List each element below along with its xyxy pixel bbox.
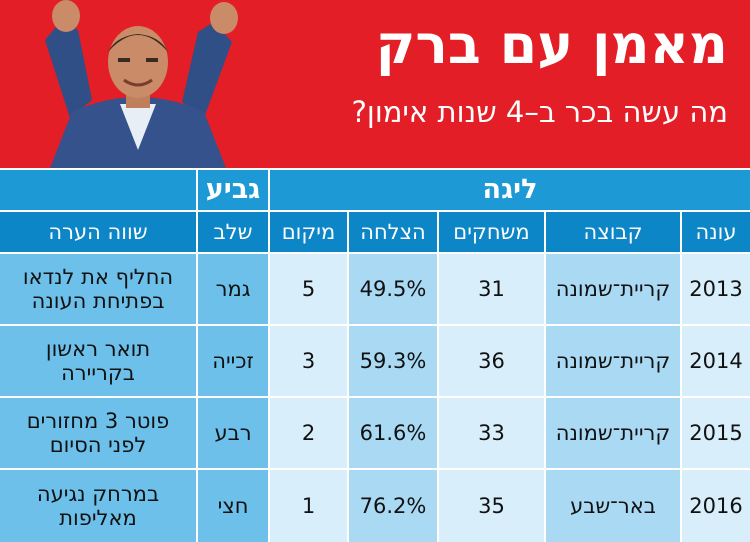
note-line: בקריירה: [61, 361, 135, 385]
note-line: מאליפות: [59, 506, 137, 530]
note-line: פוטר 3 מחזורים: [26, 408, 170, 433]
cell-season: 2016: [682, 470, 750, 542]
cell-season: 2014: [682, 326, 750, 396]
group-cup: גביע: [198, 170, 268, 210]
cell-success: 76.2%: [349, 470, 437, 542]
cell-position: 1: [270, 470, 347, 542]
col-stage: שלב: [198, 212, 268, 252]
cell-games: 35: [439, 470, 544, 542]
cell-team: באר־שבע: [546, 470, 680, 542]
col-position: מיקום: [270, 212, 347, 252]
note-line: בפתיחת העונה: [31, 289, 165, 313]
cell-position: 2: [270, 398, 347, 468]
table-row-note: תואר ראשון בקריירה: [0, 326, 196, 396]
cell-team: קריית־שמונה: [546, 254, 680, 324]
cell-games: 33: [439, 398, 544, 468]
cell-stage: חצי: [198, 470, 268, 542]
cell-games: 31: [439, 254, 544, 324]
coach-photo: [0, 0, 262, 168]
col-season: עונה: [682, 212, 750, 252]
header-banner: מאמן עם ברק מה עשה בכר ב–4 שנות אימון?: [0, 0, 750, 168]
cell-games: 36: [439, 326, 544, 396]
cell-stage: גמר: [198, 254, 268, 324]
stats-table: גביע ליגה שווה הערה שלב מיקום הצלחה משחק…: [0, 170, 750, 542]
cell-position: 3: [270, 326, 347, 396]
note-line: תואר ראשון: [45, 336, 151, 361]
cell-position: 5: [270, 254, 347, 324]
col-success: הצלחה: [349, 212, 437, 252]
table-row-note: פוטר 3 מחזורים לפני הסיום: [0, 398, 196, 468]
cell-success: 61.6%: [349, 398, 437, 468]
col-games: משחקים: [439, 212, 544, 252]
cell-success: 49.5%: [349, 254, 437, 324]
table-row-note: במרחק נגיעה מאליפות: [0, 470, 196, 542]
note-line: לפני הסיום: [49, 433, 147, 457]
col-note: שווה הערה: [0, 212, 196, 252]
group-spacer: [0, 170, 196, 210]
page-subtitle: מה עשה בכר ב–4 שנות אימון?: [351, 95, 728, 129]
page-title: מאמן עם ברק: [375, 13, 728, 76]
cell-stage: זכייה: [198, 326, 268, 396]
note-line: במרחק נגיעה: [36, 481, 160, 506]
note-line: החליף את לנדאו: [22, 264, 174, 289]
col-team: קבוצה: [546, 212, 680, 252]
cell-team: קריית־שמונה: [546, 326, 680, 396]
cell-stage: רבע: [198, 398, 268, 468]
cell-season: 2015: [682, 398, 750, 468]
cell-season: 2013: [682, 254, 750, 324]
cell-team: קריית־שמונה: [546, 398, 680, 468]
group-league: ליגה: [270, 170, 750, 210]
table-row-note: החליף את לנדאו בפתיחת העונה: [0, 254, 196, 324]
cell-success: 59.3%: [349, 326, 437, 396]
